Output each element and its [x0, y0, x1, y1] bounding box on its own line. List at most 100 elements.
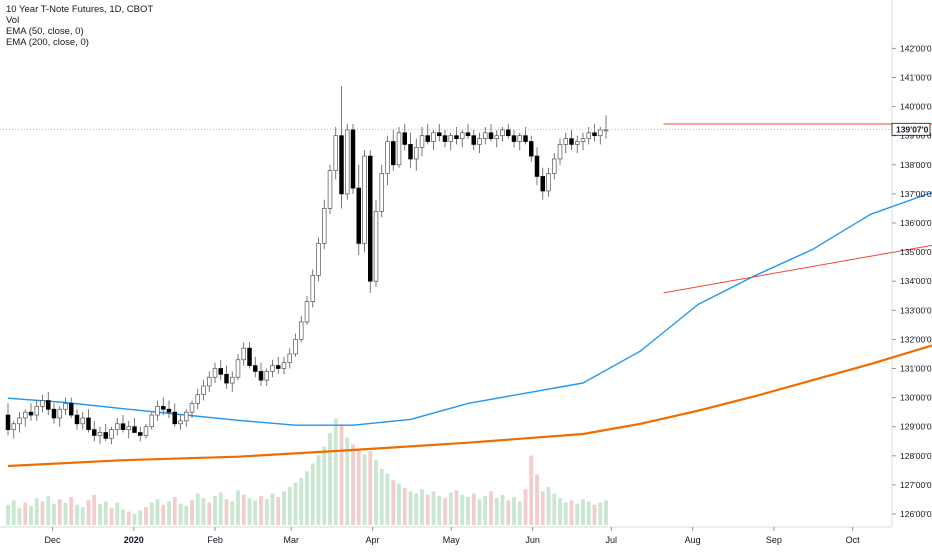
volume-bar: [58, 499, 62, 525]
candle-body-up: [334, 136, 338, 171]
candle: [403, 124, 407, 150]
volume-bar: [69, 497, 73, 525]
candle: [219, 360, 223, 380]
candle: [144, 424, 148, 439]
candle-body-up: [58, 409, 62, 418]
volume-bar: [460, 495, 464, 525]
candle-body-up: [432, 133, 436, 142]
candle: [127, 421, 131, 438]
candle-body-down: [75, 415, 79, 424]
price-tick-label: 133'00'0: [900, 305, 932, 315]
candle-body-down: [104, 433, 108, 439]
candle: [230, 371, 234, 391]
candle-body-down: [133, 427, 137, 433]
candle: [495, 130, 499, 147]
volume-bar: [380, 469, 384, 525]
candle: [58, 406, 62, 426]
volume-bar: [207, 503, 211, 525]
volume-bar: [489, 491, 493, 525]
candle: [138, 427, 142, 442]
candle-body-down: [466, 133, 470, 136]
volume-bar: [334, 419, 338, 525]
candle: [386, 136, 390, 185]
volume-bar: [144, 507, 148, 525]
volume-bar: [535, 475, 539, 525]
candle: [87, 409, 91, 432]
candle: [466, 124, 470, 139]
price-tick-label: 141'00'0: [900, 73, 932, 83]
volume-bar: [472, 494, 476, 525]
candle: [460, 130, 464, 147]
volume-bar: [64, 503, 68, 525]
candle-body-up: [564, 139, 568, 145]
volume-bar: [110, 508, 114, 525]
candle-body-up: [282, 363, 286, 369]
volume-bar: [570, 500, 574, 525]
candle-body-up: [604, 130, 608, 131]
volume-bar: [414, 494, 418, 525]
candle-body-up: [317, 243, 321, 275]
candle: [317, 238, 321, 282]
candle: [564, 133, 568, 153]
legend-vol[interactable]: Vol: [6, 15, 153, 26]
candle: [351, 124, 355, 194]
volume-bar: [437, 496, 441, 525]
candle: [104, 424, 108, 441]
candle-body-down: [437, 133, 441, 136]
volume-bar: [409, 491, 413, 525]
candle-body-down: [253, 366, 257, 372]
candle-body-down: [340, 136, 344, 194]
candle-body-up: [397, 133, 401, 165]
candle-body-up: [110, 430, 114, 439]
volume-bar: [6, 505, 10, 525]
candle: [276, 357, 280, 374]
candle-body-up: [552, 159, 556, 174]
legend-ema50[interactable]: EMA (50, close, 0): [6, 26, 153, 37]
candle: [288, 348, 292, 368]
candle-body-up: [271, 366, 275, 372]
candle-body-up: [196, 395, 200, 404]
candle: [81, 412, 85, 429]
candle-body-up: [501, 130, 505, 136]
candle-body-down: [512, 136, 516, 142]
candle: [420, 127, 424, 156]
volume-bar: [92, 495, 96, 525]
legend-ema200[interactable]: EMA (200, close, 0): [6, 37, 153, 48]
volume-bar: [219, 493, 223, 525]
volume-bar: [133, 514, 137, 525]
volume-bar: [478, 499, 482, 525]
candle: [478, 133, 482, 153]
candle-body-up: [460, 133, 464, 139]
candle-body-down: [357, 188, 361, 243]
price-axis[interactable]: 126'00'0127'00'0128'00'0129'00'0130'00'0…: [892, 43, 932, 519]
candle-body-up: [294, 339, 298, 354]
volume-bar: [518, 501, 522, 525]
volume-bar: [190, 500, 194, 525]
volume-bar: [156, 499, 160, 525]
candle: [242, 342, 246, 365]
candle-body-up: [98, 433, 102, 436]
volume-bar: [593, 505, 597, 525]
candle-body-up: [202, 386, 206, 395]
candle-body-down: [225, 374, 229, 383]
candles[interactable]: [6, 86, 608, 444]
volume-bar: [248, 498, 252, 525]
candle: [196, 389, 200, 409]
candle-body-down: [219, 369, 223, 375]
candle-body-down: [173, 412, 177, 424]
candle-body-up: [587, 133, 591, 139]
candle-body-down: [92, 430, 96, 436]
candle: [397, 127, 401, 168]
price-tick-label: 138'00'0: [900, 160, 932, 170]
volume-bar: [121, 509, 125, 525]
legend-title[interactable]: 10 Year T-Note Futures, 1D, CBOT: [6, 4, 153, 15]
time-tick-label: Apr: [366, 535, 380, 545]
volume-bar: [587, 501, 591, 525]
candle: [29, 403, 33, 420]
candle: [322, 200, 326, 249]
candle: [225, 366, 229, 389]
volume-bar: [81, 507, 85, 525]
